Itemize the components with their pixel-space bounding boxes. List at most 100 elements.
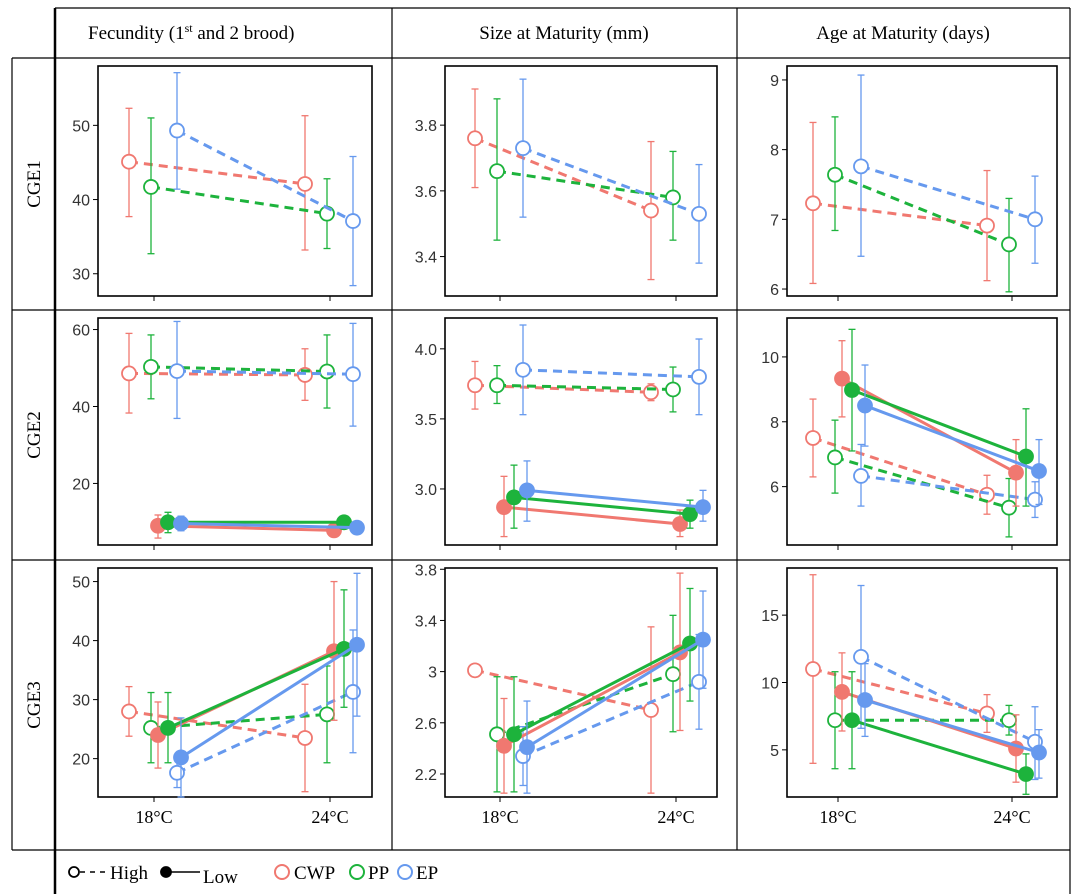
- data-point: [489, 163, 505, 180]
- series-ep-low: [857, 662, 1047, 779]
- plot-frame-cge1-age: [786, 65, 1058, 297]
- data-point: [519, 739, 535, 756]
- plot-frame-cge2-age: [786, 317, 1058, 546]
- series-ep-low-line: [180, 643, 358, 759]
- series-cwp-low-line: [503, 651, 681, 748]
- series-cwp-high: [467, 360, 659, 410]
- legend-low-marker: [160, 866, 172, 878]
- y-tick-label: 60: [72, 323, 90, 340]
- data-point: [1018, 766, 1034, 782]
- y-tick-label: 8: [770, 415, 779, 432]
- y-tick-label: 3.8: [415, 118, 437, 135]
- plot-frame-cge1-size: [444, 65, 718, 297]
- data-point: [496, 737, 512, 754]
- series-pp-high: [827, 116, 1017, 293]
- panel-cge3-age: 5 10 15 18°C 24°C: [761, 567, 1058, 827]
- plot-frame-cge3-size: [444, 567, 718, 798]
- legend-low-label: Low: [203, 867, 238, 888]
- y-tick-label: 40: [72, 193, 90, 210]
- data-point: [173, 749, 189, 766]
- data-point: [805, 430, 821, 446]
- series-ep-low: [857, 364, 1047, 506]
- data-point: [1031, 463, 1047, 479]
- plot-frame-cge3-age: [786, 567, 1058, 798]
- data-point: [665, 666, 681, 683]
- legend-ep-marker: [397, 864, 413, 880]
- series-ep-low: [519, 590, 711, 794]
- series-cwp-high-line: [812, 436, 988, 497]
- series-ep-high-line: [176, 129, 354, 223]
- y-tick-label: 7: [770, 212, 779, 229]
- series-ep-high: [169, 320, 361, 427]
- series-cwp-high-line: [474, 668, 652, 712]
- y-tick-label: 2.2: [415, 767, 437, 784]
- y-tick-label: 3.4: [415, 250, 437, 267]
- y-tick-label: 10: [761, 676, 779, 693]
- data-point: [1001, 499, 1017, 516]
- row-label-cge3: CGE3: [24, 681, 45, 729]
- data-point: [827, 712, 843, 729]
- series-ep-high-line: [860, 164, 1036, 221]
- x-tick-label: 24°C: [993, 807, 1030, 827]
- data-point: [979, 217, 995, 234]
- legend-ep: EP: [397, 863, 438, 884]
- y-tick-label: 3.8: [415, 562, 437, 579]
- series-cwp-high: [467, 88, 659, 281]
- series-pp-high: [143, 117, 335, 255]
- plot-frame-cge2-size: [444, 317, 718, 546]
- series-pp-low: [160, 511, 352, 534]
- series-pp-high: [827, 419, 1017, 538]
- series-pp-high: [143, 665, 335, 764]
- series-cwp-high: [805, 121, 995, 285]
- data-point: [319, 706, 335, 723]
- data-point: [827, 449, 843, 466]
- y-tick-label: 3.4: [415, 613, 437, 630]
- series-ep-low-line: [180, 521, 358, 530]
- data-point: [506, 726, 522, 743]
- panels-group: 30 40 50 3.4 3.6 3.8 6 7 8 9 20 40 60 3.0 3.5 4.0 6 8 10 20…: [72, 65, 1058, 827]
- data-point: [1018, 448, 1034, 465]
- y-tick-label: 3.5: [415, 412, 437, 429]
- data-point: [665, 189, 681, 206]
- y-tick-label: 15: [761, 608, 779, 625]
- data-point: [143, 358, 159, 375]
- panel-cge2-size: 3.0 3.5 4.0: [415, 317, 718, 550]
- row-label-cge2: CGE2: [24, 411, 45, 459]
- y-tick-label: 40: [72, 399, 90, 416]
- series-ep-high-line: [522, 680, 700, 758]
- y-tick-label: 9: [770, 73, 779, 90]
- x-tick-label: 24°C: [657, 807, 694, 827]
- y-tick-label: 3.6: [415, 184, 437, 201]
- data-point: [169, 363, 185, 379]
- x-tick-label: 18°C: [819, 807, 856, 827]
- series-ep-high-line: [860, 655, 1036, 744]
- legend-ep-label: EP: [416, 863, 438, 884]
- data-point: [349, 519, 365, 536]
- data-point: [160, 720, 176, 736]
- data-point: [672, 516, 688, 532]
- data-point: [805, 661, 821, 677]
- legend-high: High: [68, 863, 149, 884]
- data-point: [857, 397, 873, 414]
- data-point: [834, 370, 850, 387]
- legend-low: Low: [160, 866, 238, 888]
- series-ep-high: [169, 72, 361, 287]
- series-pp-high: [489, 364, 681, 413]
- plot-frame-cge1-fecundity: [97, 65, 373, 297]
- series-pp-low: [844, 328, 1034, 507]
- y-tick-label: 6: [770, 480, 779, 497]
- series-cwp-low-line: [503, 505, 681, 526]
- series-cwp-low: [496, 475, 688, 538]
- series-cwp-high: [467, 626, 659, 794]
- plot-frame-cge3-fecundity: [97, 567, 373, 798]
- column-header-fecundity: Fecundity (1st and 2 brood): [88, 21, 294, 44]
- y-tick-label: 2.6: [415, 716, 437, 733]
- data-point: [834, 684, 850, 700]
- data-point: [489, 377, 505, 394]
- series-pp-low-line: [167, 647, 345, 730]
- series-cwp-high-line: [474, 136, 652, 212]
- data-point: [121, 365, 137, 382]
- series-ep-low-line: [526, 638, 704, 749]
- data-point: [695, 631, 711, 648]
- data-point: [496, 499, 512, 516]
